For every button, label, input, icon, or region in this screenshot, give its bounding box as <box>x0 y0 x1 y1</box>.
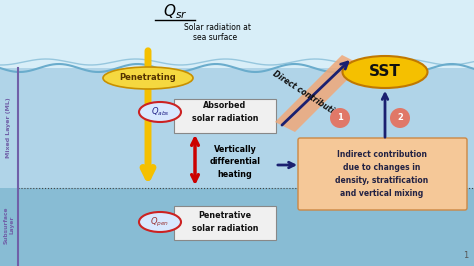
Circle shape <box>330 108 350 128</box>
Text: Subsurface
Layer: Subsurface Layer <box>4 206 14 244</box>
Text: Direct contribution: Direct contribution <box>272 69 345 121</box>
Text: Penetrating: Penetrating <box>119 73 176 82</box>
Bar <box>0 68 474 188</box>
Text: Absorbed
solar radiation: Absorbed solar radiation <box>192 101 258 123</box>
Text: Indirect contribution
due to changes in
density, stratification
and vertical mix: Indirect contribution due to changes in … <box>336 150 428 198</box>
Text: 1: 1 <box>337 114 343 123</box>
Text: Mixed Layer (ML): Mixed Layer (ML) <box>7 98 11 158</box>
Ellipse shape <box>139 102 181 122</box>
Text: Penetrative
solar radiation: Penetrative solar radiation <box>192 211 258 233</box>
Ellipse shape <box>103 67 193 89</box>
FancyBboxPatch shape <box>298 138 467 210</box>
Text: Solar radiation at: Solar radiation at <box>184 23 252 32</box>
Text: Vertically
differential
heating: Vertically differential heating <box>210 145 261 179</box>
Text: $\mathit{Q}_{abs}$: $\mathit{Q}_{abs}$ <box>151 106 169 118</box>
Ellipse shape <box>343 56 428 88</box>
Text: SST: SST <box>369 64 401 80</box>
Ellipse shape <box>139 212 181 232</box>
FancyBboxPatch shape <box>174 206 276 240</box>
Bar <box>0 188 474 266</box>
Bar <box>0 0 474 68</box>
Text: $\mathit{Q}_{sr}$: $\mathit{Q}_{sr}$ <box>163 3 187 21</box>
Text: 2: 2 <box>397 114 403 123</box>
Text: 1: 1 <box>463 251 468 260</box>
FancyBboxPatch shape <box>174 99 276 133</box>
Circle shape <box>390 108 410 128</box>
Polygon shape <box>275 55 362 132</box>
Text: sea surface: sea surface <box>193 34 237 43</box>
Text: $\mathit{Q}_{pen}$: $\mathit{Q}_{pen}$ <box>150 215 170 228</box>
